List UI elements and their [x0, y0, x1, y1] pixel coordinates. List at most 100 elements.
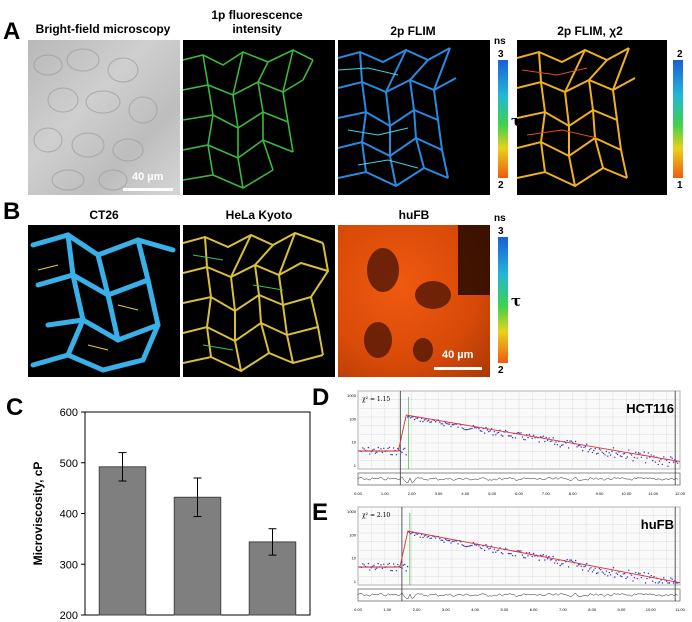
decay-point [409, 532, 412, 535]
decay-point [427, 419, 430, 422]
decay-point [628, 449, 630, 451]
decay-point [481, 547, 483, 550]
decay-point [518, 550, 521, 552]
bar-hct116 [98, 466, 147, 616]
decay-point [471, 427, 473, 430]
decay-point [570, 559, 573, 561]
scale-bar-b [434, 367, 482, 370]
decay-point [644, 462, 647, 464]
decay-point [514, 555, 517, 557]
decay-point [517, 549, 519, 552]
y-tick-label: 100 [349, 532, 356, 537]
decay-point [488, 430, 490, 433]
decay-point [604, 454, 606, 456]
decay-point [611, 570, 613, 572]
decay-point [486, 546, 489, 548]
x-tick-label: 5.00 [500, 607, 509, 612]
decay-point [411, 416, 413, 418]
decay-point [467, 428, 469, 431]
tau-symbol-a: τ [511, 112, 521, 130]
decay-point [404, 563, 406, 566]
decay-point [597, 452, 599, 455]
decay-point [590, 567, 592, 569]
decay-point [665, 459, 668, 461]
y-tick-label: 400 [60, 509, 78, 521]
colorbar-unit-b: ns [494, 213, 506, 224]
decay-point [444, 422, 447, 424]
decay-point [580, 565, 582, 567]
decay-point [661, 463, 664, 466]
colorbar-bottom-b: 2 [498, 365, 504, 376]
decay-point [626, 456, 629, 458]
decay-point [665, 580, 668, 582]
decay-point [643, 571, 645, 574]
colorbar-chi [673, 60, 683, 178]
decay-point [549, 559, 552, 561]
decay-point [450, 542, 452, 544]
x-tick-label: 5.00 [488, 491, 497, 496]
decay-point [483, 432, 486, 434]
decay-point [510, 553, 512, 555]
decay-point [430, 537, 433, 539]
decay-point [381, 567, 384, 570]
x-tick-label: 7.00 [542, 491, 551, 496]
decay-point [615, 572, 617, 574]
ct26-image [28, 225, 180, 377]
decay-point [657, 582, 659, 584]
decay-point [591, 451, 594, 454]
decay-point [672, 461, 675, 463]
decay-point [411, 532, 413, 534]
decay-point [388, 446, 391, 449]
decay-point [621, 575, 623, 578]
decay-point [560, 563, 563, 565]
decay-point [611, 450, 613, 453]
decay-point [607, 455, 609, 457]
decay-point [422, 420, 424, 423]
decay-point [377, 446, 379, 449]
decay-point [586, 562, 588, 565]
decay-point [614, 456, 616, 458]
decay-point [590, 447, 592, 450]
decay-point [390, 569, 392, 572]
y-tick-label: 1 [354, 463, 357, 468]
decay-point [381, 451, 384, 454]
residual-trace [357, 476, 679, 483]
decay-point [609, 574, 612, 576]
decay-point [539, 436, 542, 438]
y-tick-label: 1000 [347, 509, 357, 514]
decay-point [474, 426, 476, 429]
y-tick-label: 500 [60, 458, 78, 470]
decay-point [579, 563, 581, 566]
decay-point [493, 430, 496, 433]
decay-point [374, 568, 377, 570]
decay-point [423, 535, 426, 537]
decay-point [395, 569, 398, 572]
decay-point [441, 539, 444, 542]
decay-point [619, 575, 622, 577]
decay-point [551, 558, 553, 561]
decay-point [542, 554, 545, 556]
y-tick-label: 1000 [347, 393, 357, 398]
decay-point [430, 421, 433, 423]
y-tick-label: 600 [60, 407, 78, 419]
fit-curve [358, 530, 681, 584]
decay-point [618, 451, 620, 453]
tau-symbol-b: τ [511, 292, 522, 310]
x-tick-label: 0.00 [354, 607, 363, 612]
decay-point [614, 576, 616, 578]
decay-point [579, 444, 581, 447]
colorbar-unit-a: ns [494, 36, 506, 47]
decay-point [489, 430, 491, 432]
decay-point [443, 541, 445, 543]
intensity-image [183, 40, 335, 195]
decay-point [402, 564, 405, 566]
x-tick-label: 3.00 [442, 607, 451, 612]
decay-point [399, 450, 402, 453]
decay-point [387, 563, 389, 566]
decay-point [607, 575, 609, 577]
decay-point [469, 428, 472, 430]
title-hufb: huFB [398, 208, 430, 222]
decay-point [621, 455, 623, 458]
decay-point [408, 531, 410, 533]
